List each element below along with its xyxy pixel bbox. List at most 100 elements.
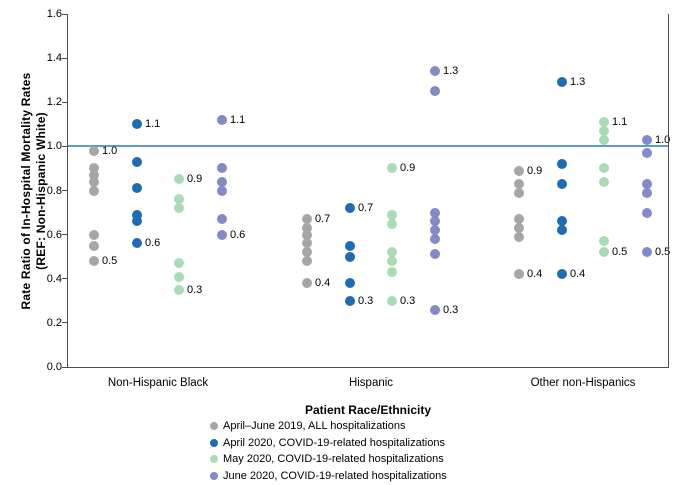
data-point bbox=[557, 269, 567, 280]
y-tick-mark bbox=[62, 366, 67, 368]
data-label-max: 1.3 bbox=[570, 76, 586, 89]
data-point bbox=[514, 187, 524, 198]
legend-label: April 2020, COVID-19-related hospitaliza… bbox=[223, 436, 445, 449]
data-point bbox=[642, 134, 652, 145]
data-point bbox=[174, 194, 184, 205]
legend-marker-icon bbox=[210, 455, 218, 464]
data-point bbox=[430, 86, 440, 97]
data-point bbox=[174, 271, 184, 282]
data-point bbox=[132, 216, 142, 227]
data-point bbox=[345, 251, 355, 262]
data-point bbox=[217, 163, 227, 174]
y-tick-label: 1.6 bbox=[46, 8, 62, 20]
data-point bbox=[89, 170, 99, 181]
data-point bbox=[345, 240, 355, 251]
data-point bbox=[514, 269, 524, 280]
data-point bbox=[387, 295, 397, 306]
legend-label: June 2020, COVID-19-related hospitalizat… bbox=[223, 469, 447, 482]
data-point bbox=[89, 185, 99, 196]
data-point bbox=[599, 134, 609, 145]
data-point bbox=[217, 214, 227, 225]
data-point bbox=[387, 256, 397, 267]
data-label-max: 1.1 bbox=[612, 116, 628, 129]
data-point bbox=[387, 247, 397, 258]
legend-marker-icon bbox=[210, 438, 218, 447]
y-tick-label: 1.2 bbox=[46, 96, 62, 109]
data-label-min: 0.4 bbox=[315, 277, 331, 290]
data-point bbox=[514, 165, 524, 176]
data-point bbox=[514, 178, 524, 189]
data-point bbox=[132, 209, 142, 220]
y-tick-mark bbox=[62, 57, 67, 59]
data-point bbox=[642, 147, 652, 158]
data-point bbox=[89, 163, 99, 174]
data-label-min: 0.3 bbox=[358, 294, 374, 307]
y-tick-label: 1.0 bbox=[46, 140, 62, 153]
data-point bbox=[302, 247, 312, 258]
data-point bbox=[430, 66, 440, 77]
category-label: Other non-Hispanics bbox=[530, 377, 636, 389]
data-point bbox=[174, 284, 184, 295]
data-point bbox=[599, 117, 609, 128]
data-point bbox=[89, 176, 99, 187]
data-point bbox=[345, 203, 355, 214]
data-label-max: 0.9 bbox=[400, 162, 416, 175]
x-axis-title: Patient Race/Ethnicity bbox=[304, 403, 432, 417]
data-point bbox=[302, 229, 312, 240]
data-point bbox=[302, 278, 312, 289]
data-point bbox=[302, 256, 312, 267]
data-point bbox=[387, 218, 397, 229]
data-point bbox=[642, 247, 652, 258]
legend-marker-icon bbox=[210, 422, 218, 431]
data-point bbox=[557, 216, 567, 227]
data-point bbox=[430, 225, 440, 236]
data-point bbox=[642, 207, 652, 218]
y-tick-mark bbox=[62, 145, 67, 147]
data-label-max: 0.9 bbox=[187, 173, 203, 186]
data-point bbox=[89, 240, 99, 251]
data-label-min: 0.4 bbox=[570, 268, 586, 281]
data-point bbox=[217, 114, 227, 125]
legend-item: June 2020, COVID-19-related hospitalizat… bbox=[210, 468, 447, 485]
data-label-min: 0.5 bbox=[655, 246, 671, 259]
data-point bbox=[302, 238, 312, 249]
y-tick-mark bbox=[62, 234, 67, 236]
data-point bbox=[174, 258, 184, 269]
data-point bbox=[430, 207, 440, 218]
data-point bbox=[174, 203, 184, 214]
data-label-max: 1.3 bbox=[443, 65, 459, 78]
y-tick-mark bbox=[62, 190, 67, 191]
legend-item: May 2020, COVID-19-related hospitalizati… bbox=[210, 451, 447, 468]
data-point bbox=[132, 183, 142, 194]
data-point bbox=[302, 214, 312, 225]
data-point bbox=[557, 77, 567, 88]
data-point bbox=[599, 247, 609, 258]
data-label-min: 0.5 bbox=[612, 246, 628, 259]
data-point bbox=[302, 223, 312, 233]
y-tick-mark bbox=[62, 101, 67, 103]
data-label-max: 0.7 bbox=[358, 202, 374, 215]
data-point bbox=[430, 304, 440, 315]
data-point bbox=[132, 156, 142, 167]
data-point bbox=[89, 256, 99, 267]
data-point bbox=[557, 225, 567, 236]
data-label-min: 0.3 bbox=[443, 303, 459, 316]
legend-label: May 2020, COVID-19-related hospitalizati… bbox=[223, 453, 444, 466]
data-point bbox=[514, 231, 524, 242]
y-tick-label: 0.4 bbox=[46, 272, 62, 285]
y-tick-label: 0.0 bbox=[46, 361, 62, 373]
data-point bbox=[599, 125, 609, 136]
y-tick-mark bbox=[62, 278, 67, 280]
data-label-max: 1.1 bbox=[230, 113, 246, 126]
data-label-min: 0.6 bbox=[230, 228, 246, 241]
data-point bbox=[557, 159, 567, 170]
data-label-min: 0.6 bbox=[145, 237, 161, 250]
data-point bbox=[642, 187, 652, 198]
legend-item: April–June 2019, ALL hospitalizations bbox=[210, 418, 447, 435]
data-point bbox=[430, 234, 440, 245]
data-point bbox=[599, 163, 609, 174]
data-point bbox=[387, 209, 397, 220]
y-tick-mark bbox=[62, 322, 67, 324]
data-point bbox=[642, 178, 652, 189]
